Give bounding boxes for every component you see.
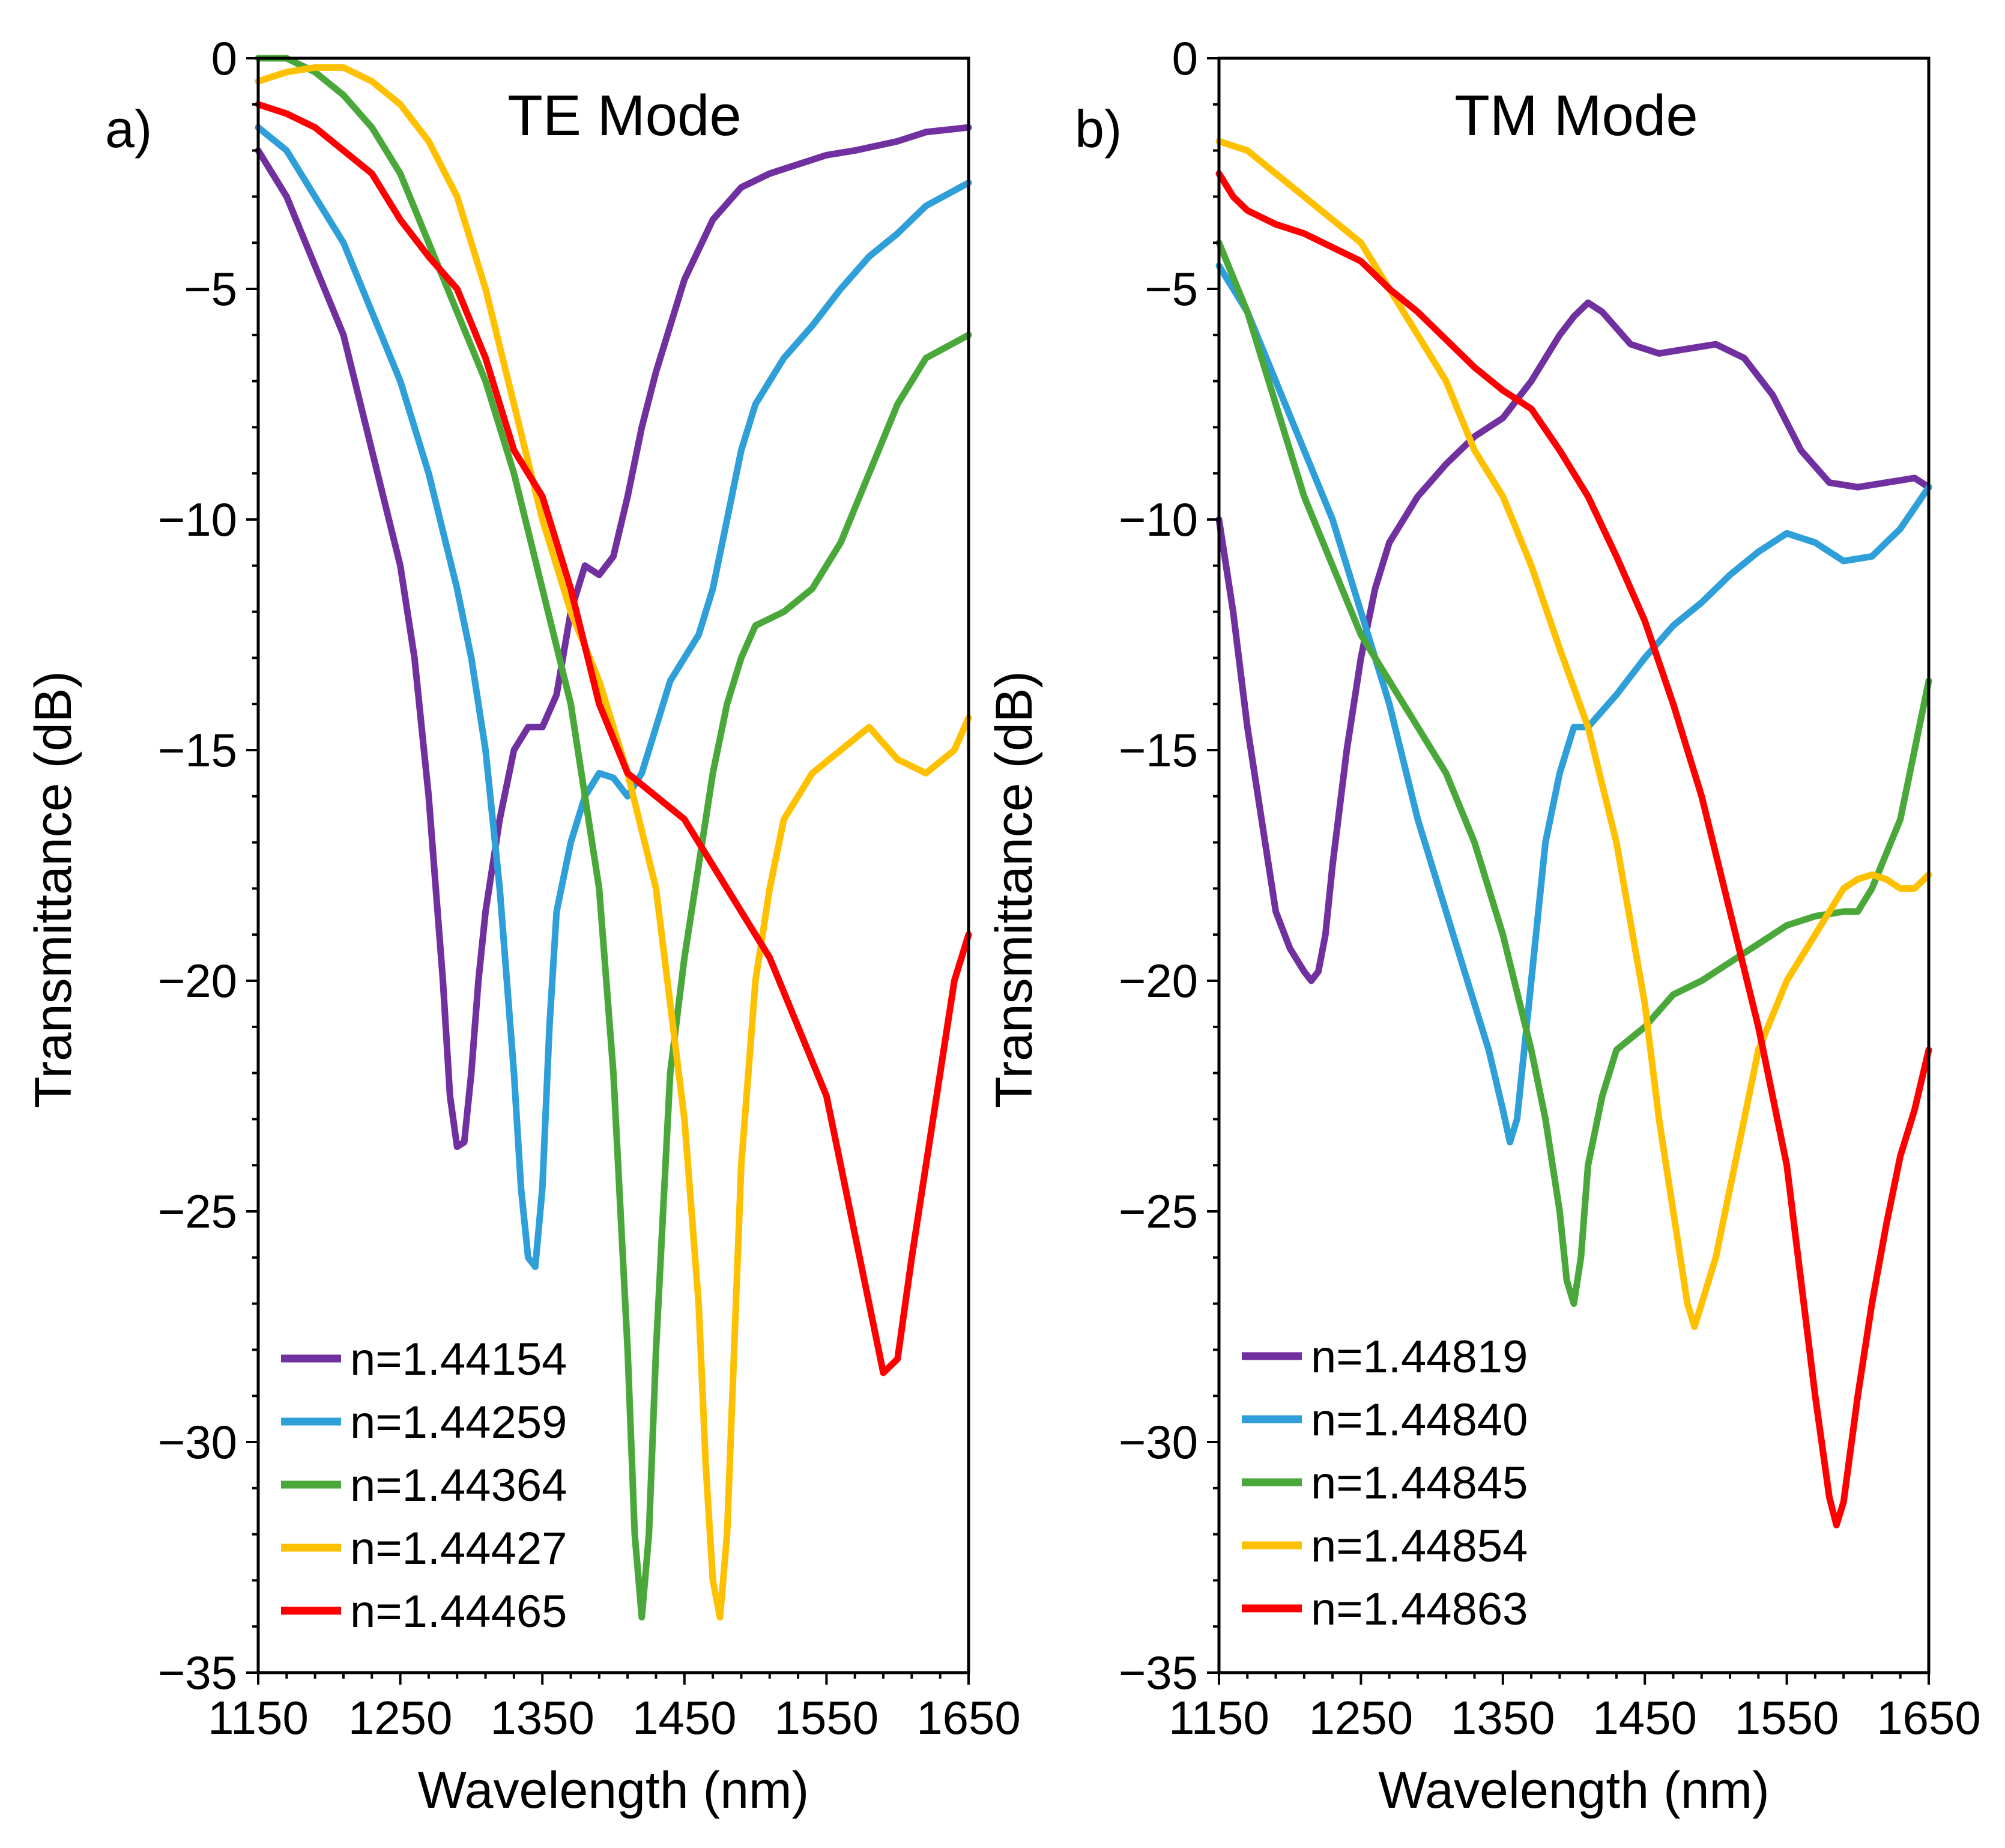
series-line-3 bbox=[255, 55, 972, 1621]
legend-label: n=1.44863 bbox=[1311, 1584, 1528, 1635]
panel-letter: b) bbox=[1075, 99, 1122, 159]
legend-label: n=1.44427 bbox=[350, 1523, 567, 1574]
series-line-4 bbox=[1215, 138, 1932, 1330]
y-tick-label: −35 bbox=[158, 1646, 237, 1699]
y-tick-label: −20 bbox=[1119, 954, 1198, 1007]
legend: n=1.44154 n=1.44259 n=1.44364 n=1.44427 n=1.… bbox=[281, 1334, 567, 1637]
x-tick-label: 1550 bbox=[1735, 1691, 1839, 1744]
y-tick-label: −15 bbox=[1119, 724, 1198, 777]
y-tick-label: 0 bbox=[211, 32, 237, 85]
chart-title: TM Mode bbox=[1454, 83, 1698, 148]
legend-label: n=1.44259 bbox=[350, 1397, 567, 1448]
x-tick-label: 1250 bbox=[348, 1691, 453, 1744]
y-tick-label: −15 bbox=[158, 724, 237, 777]
legend-label: n=1.44364 bbox=[350, 1460, 567, 1511]
series-line-1 bbox=[1215, 299, 1932, 984]
y-tick-label: −30 bbox=[158, 1416, 237, 1468]
series-line-3 bbox=[1215, 239, 1932, 1307]
y-tick-label: −20 bbox=[158, 954, 237, 1007]
plot-frame bbox=[1217, 56, 1931, 1674]
chart-title: TE Mode bbox=[507, 83, 741, 148]
y-tick-label: −30 bbox=[1119, 1416, 1198, 1468]
legend-label: n=1.44465 bbox=[350, 1586, 567, 1637]
legend-label: n=1.44845 bbox=[1311, 1458, 1528, 1509]
y-tick-label: −25 bbox=[158, 1185, 237, 1238]
series-line-5 bbox=[255, 101, 972, 1377]
x-tick-label: 1350 bbox=[1451, 1691, 1555, 1744]
y-axis-title: Transmittance (dB) bbox=[985, 671, 1043, 1108]
y-tick-label: −5 bbox=[1145, 262, 1198, 315]
legend-label: n=1.44154 bbox=[350, 1334, 567, 1385]
series-line-2 bbox=[1215, 262, 1932, 1146]
legend-label: n=1.44840 bbox=[1311, 1395, 1528, 1446]
x-tick-label: 1250 bbox=[1309, 1691, 1414, 1744]
y-axis-title: Transmittance (dB) bbox=[25, 671, 82, 1108]
y-tick-label: −25 bbox=[1119, 1185, 1198, 1238]
plot-frame bbox=[256, 56, 970, 1674]
x-tick-label: 1350 bbox=[490, 1691, 594, 1744]
y-tick-label: 0 bbox=[1172, 32, 1198, 85]
x-tick-label: 1450 bbox=[1592, 1691, 1697, 1744]
x-axis-title: Wavelength (nm) bbox=[418, 1762, 809, 1819]
x-tick-label: 1650 bbox=[1876, 1691, 1981, 1744]
y-tick-label: −5 bbox=[184, 262, 237, 315]
panel-letter: a) bbox=[105, 99, 152, 159]
x-tick-label: 1550 bbox=[775, 1691, 879, 1744]
y-tick-label: −35 bbox=[1119, 1646, 1198, 1699]
x-tick-label: 1150 bbox=[208, 1691, 309, 1744]
legend-label: n=1.44854 bbox=[1311, 1521, 1528, 1572]
y-tick-label: −10 bbox=[1119, 493, 1198, 546]
series-line-1 bbox=[255, 124, 972, 1150]
series-line-5 bbox=[1215, 170, 1932, 1528]
x-tick-label: 1450 bbox=[632, 1691, 737, 1744]
x-tick-label: 1650 bbox=[916, 1691, 1021, 1744]
legend-label: n=1.44819 bbox=[1311, 1331, 1528, 1383]
series-line-4 bbox=[255, 64, 972, 1621]
y-tick-label: −10 bbox=[158, 493, 237, 546]
legend: n=1.44819 n=1.44840 n=1.44845 n=1.44854 n=1.… bbox=[1242, 1331, 1528, 1635]
x-tick-label: 1150 bbox=[1169, 1691, 1269, 1744]
x-axis-title: Wavelength (nm) bbox=[1378, 1762, 1770, 1819]
